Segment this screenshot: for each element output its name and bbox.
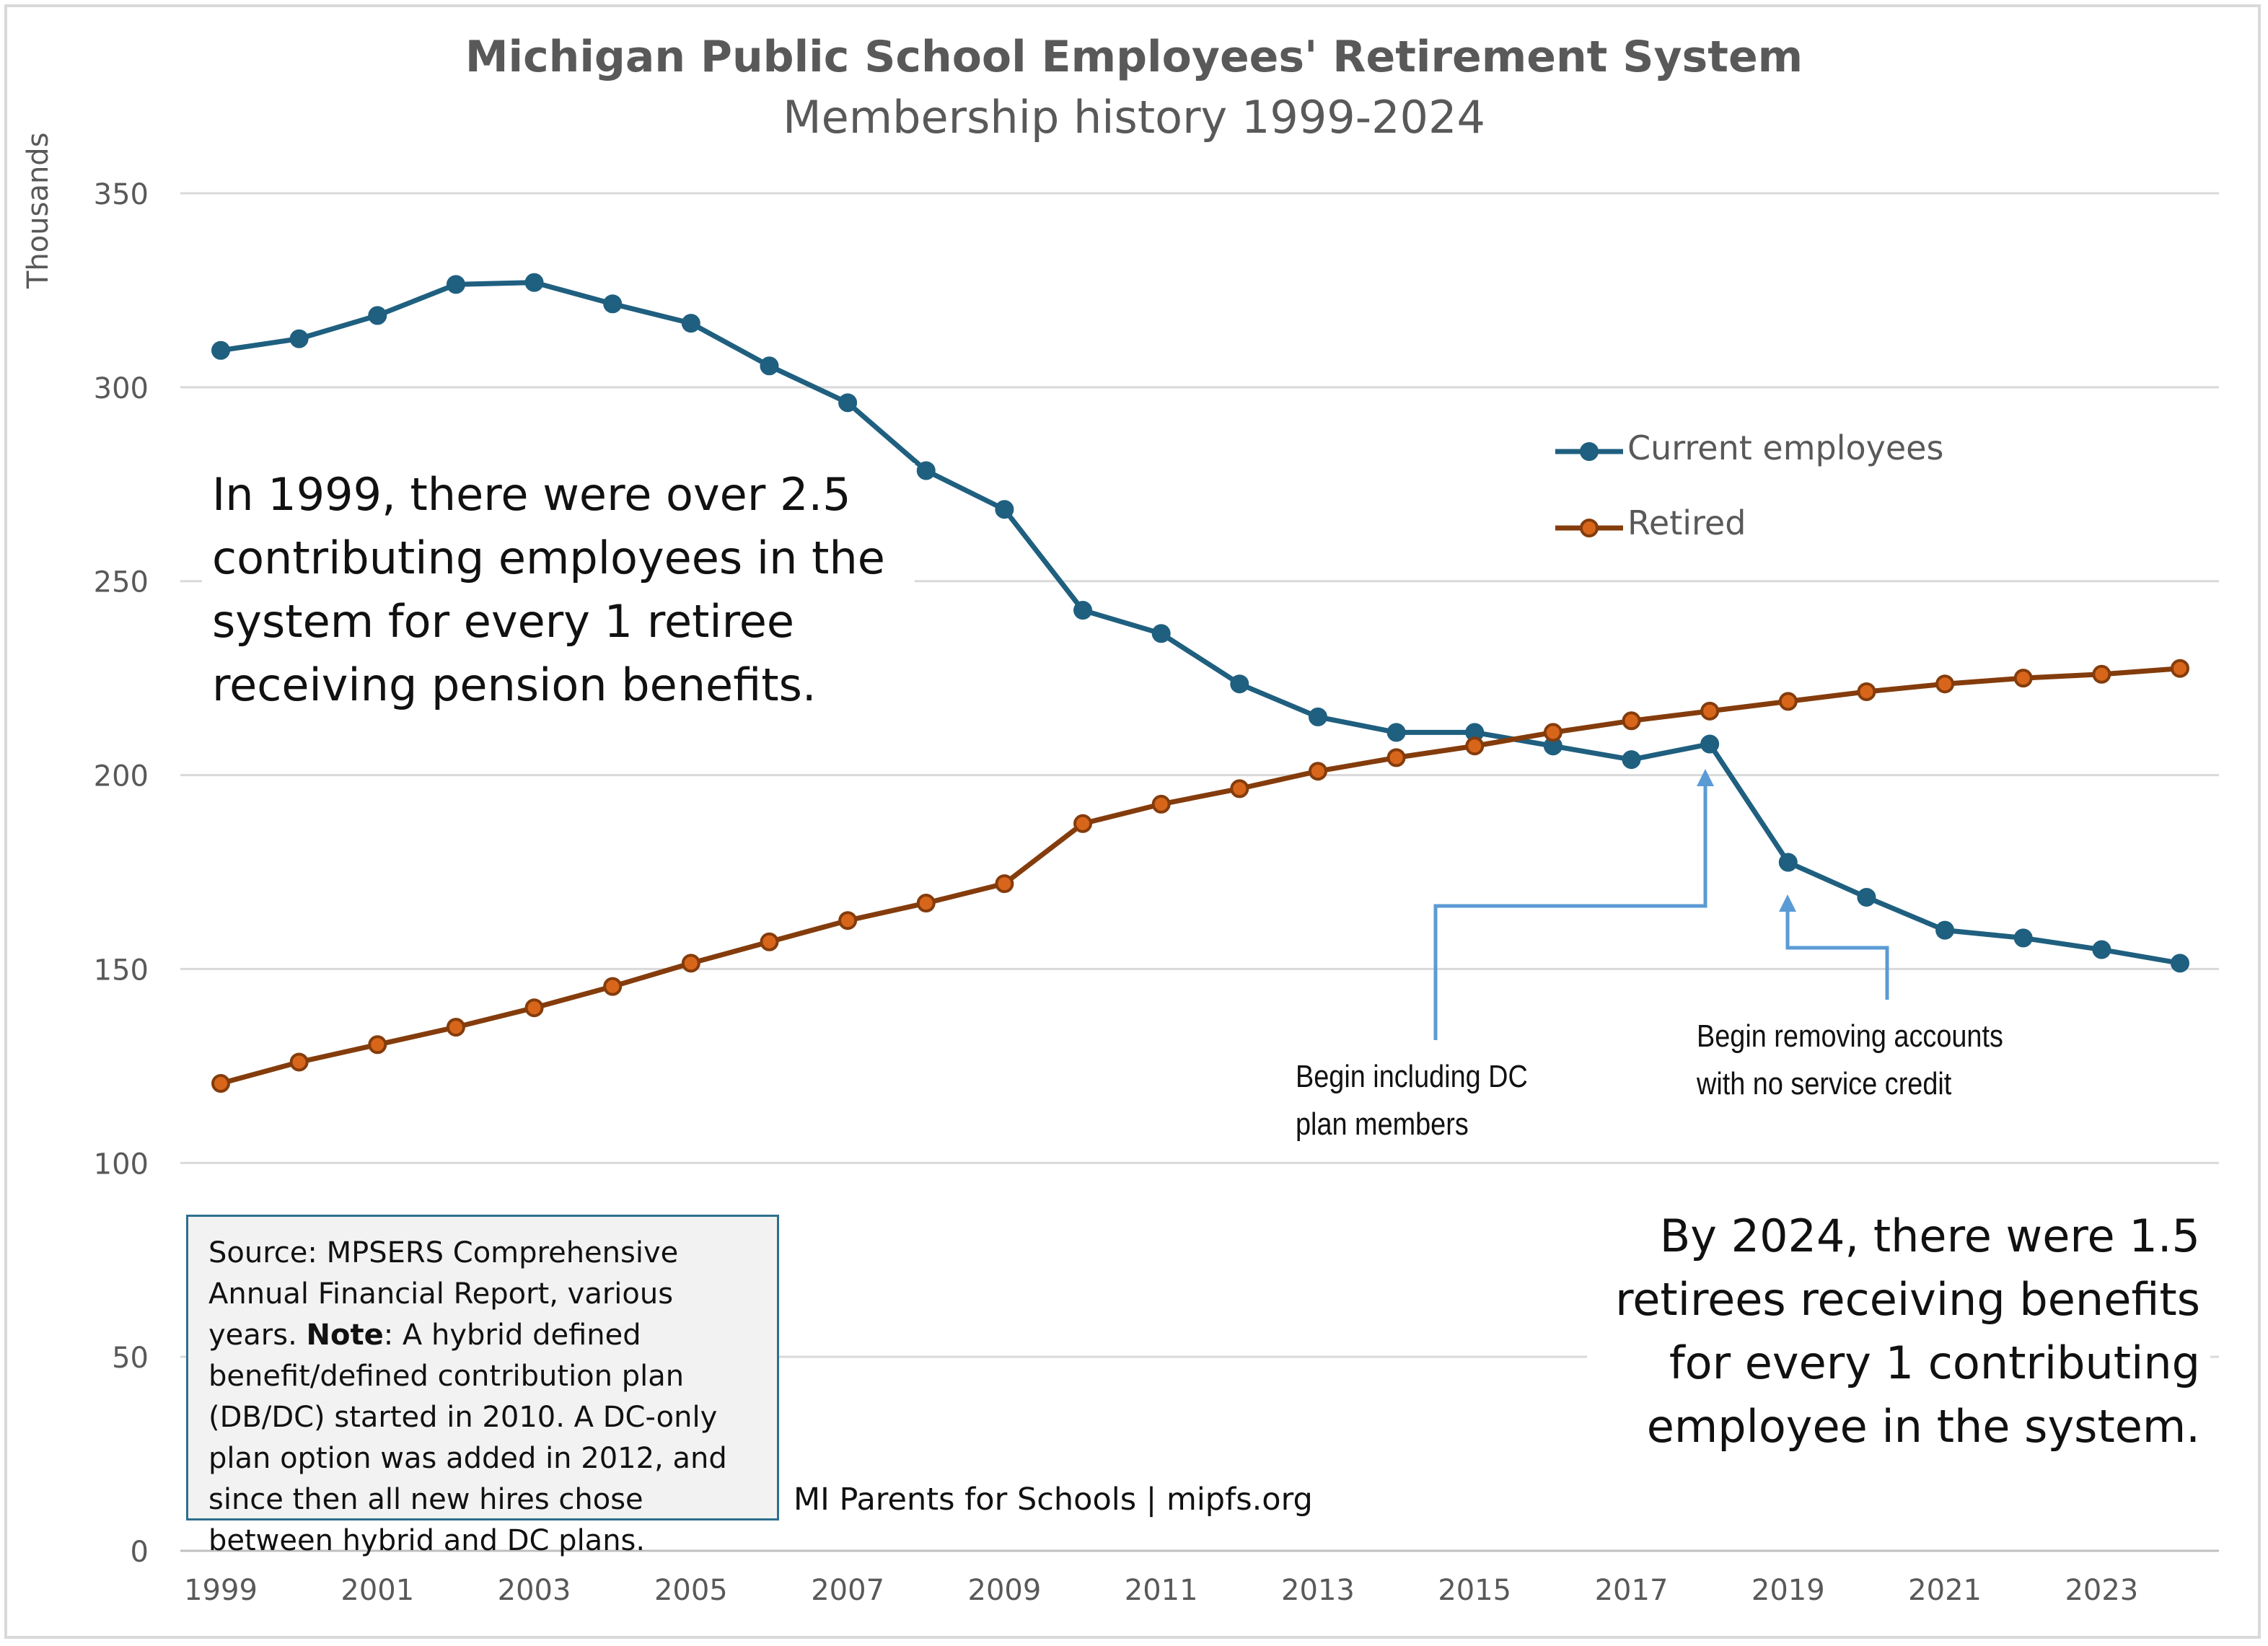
data-point-current-employees xyxy=(1622,750,1641,770)
data-point-current-employees xyxy=(681,314,700,333)
data-point-retired xyxy=(2013,669,2033,688)
data-point-retired xyxy=(2092,664,2111,684)
chart-title: Michigan Public School Employees' Retire… xyxy=(465,32,1803,82)
data-point-current-employees xyxy=(1073,601,1093,620)
data-point-current-employees xyxy=(760,356,779,376)
data-point-retired xyxy=(1073,814,1093,833)
data-point-current-employees xyxy=(368,306,387,325)
y-tick-label: 300 xyxy=(94,372,149,405)
annotation-2024: By 2024, there were 1.5 retirees receivi… xyxy=(1587,1205,2210,1458)
callout-arrowhead-removing xyxy=(1779,894,1796,912)
data-point-retired xyxy=(368,1035,387,1055)
data-point-current-employees xyxy=(1700,734,1720,754)
data-point-retired xyxy=(1386,748,1406,767)
series-line-retired xyxy=(220,666,2181,1086)
y-tick-label: 50 xyxy=(112,1342,149,1375)
callout-arrow-removing xyxy=(1785,906,1889,1000)
y-tick-label: 100 xyxy=(94,1148,149,1181)
y-tick-label: 250 xyxy=(94,566,149,599)
data-point-retired xyxy=(1308,762,1327,781)
note-label: Note xyxy=(306,1319,384,1352)
data-point-retired xyxy=(1230,779,1249,798)
callout-arrow-dc xyxy=(1433,780,1707,1040)
x-tick-label: 2023 xyxy=(2065,1574,2138,1607)
data-point-retired xyxy=(603,977,623,996)
data-point-retired xyxy=(1857,682,1876,701)
series-line-current-employees xyxy=(220,280,2181,966)
data-point-retired xyxy=(1700,701,1720,721)
data-point-current-employees xyxy=(1386,723,1406,742)
data-point-current-employees xyxy=(838,393,858,413)
x-tick-label: 2019 xyxy=(1751,1574,1825,1607)
note-text: : A hybrid defined benefit/defined contr… xyxy=(208,1319,727,1557)
y-tick-label: 200 xyxy=(94,760,149,793)
data-point-retired xyxy=(1465,736,1485,756)
data-point-current-employees xyxy=(2013,928,2033,948)
data-point-retired xyxy=(289,1052,309,1072)
y-tick-label: 0 xyxy=(131,1536,149,1569)
data-point-retired xyxy=(2171,659,2189,678)
data-point-retired xyxy=(211,1074,230,1093)
data-point-retired xyxy=(916,894,936,913)
x-tick-label: 2021 xyxy=(1908,1574,1982,1607)
source-text: Source: MPSERS Comprehensive Annual Fina… xyxy=(208,1236,679,1352)
data-point-retired xyxy=(1622,711,1641,731)
data-point-current-employees xyxy=(2171,954,2189,973)
x-tick-label: 2013 xyxy=(1281,1574,1355,1607)
data-point-current-employees xyxy=(211,340,230,360)
data-point-retired xyxy=(760,932,779,951)
x-tick-label: 2001 xyxy=(340,1574,414,1607)
x-tick-label: 2005 xyxy=(654,1574,728,1607)
callout-arrowhead-dc xyxy=(1697,769,1714,786)
source-note-box: Source: MPSERS Comprehensive Annual Fina… xyxy=(186,1215,779,1557)
data-point-retired xyxy=(838,911,858,930)
x-tick-label: 2015 xyxy=(1438,1574,1511,1607)
data-point-current-employees xyxy=(289,329,309,348)
data-point-retired xyxy=(995,874,1014,894)
callout-removing-accounts: Begin removing accounts with no service … xyxy=(1697,1018,2003,1101)
x-tick-label: 2009 xyxy=(968,1574,1042,1607)
x-tick-label: 1999 xyxy=(184,1574,258,1607)
data-point-current-employees xyxy=(1308,707,1327,726)
data-point-retired xyxy=(1935,674,1955,694)
x-tick-label: 2011 xyxy=(1125,1574,1198,1607)
data-point-current-employees xyxy=(2092,940,2111,959)
data-point-current-employees xyxy=(1857,887,1876,907)
legend-label-current: Current employees xyxy=(1627,428,1944,467)
data-point-current-employees xyxy=(524,273,544,292)
y-tick-label: 350 xyxy=(94,178,149,211)
data-point-retired xyxy=(681,954,700,973)
x-tick-label: 2003 xyxy=(498,1574,571,1607)
y-axis-label: Thousands xyxy=(22,132,55,289)
annotation-1999: In 1999, there were over 2.5 contributin… xyxy=(202,463,915,717)
data-point-current-employees xyxy=(995,500,1014,519)
data-point-retired xyxy=(1543,723,1562,742)
data-point-current-employees xyxy=(1151,624,1171,643)
data-point-retired xyxy=(446,1018,465,1037)
data-point-current-employees xyxy=(1778,853,1798,872)
y-tick-label: 150 xyxy=(94,954,149,987)
data-point-current-employees xyxy=(603,294,623,314)
data-point-current-employees xyxy=(916,461,936,480)
legend-label-retired: Retired xyxy=(1627,503,1746,542)
data-point-current-employees xyxy=(1230,674,1249,694)
data-point-current-employees xyxy=(1935,920,1955,940)
x-tick-label: 2017 xyxy=(1595,1574,1669,1607)
legend-marker-retired xyxy=(1580,519,1599,537)
data-point-retired xyxy=(1778,692,1798,711)
callout-dc-members: Begin including DC plan members xyxy=(1296,1059,1528,1142)
data-point-retired xyxy=(1151,794,1171,814)
chart-subtitle: Membership history 1999-2024 xyxy=(783,91,1485,144)
data-point-retired xyxy=(524,998,544,1018)
credit-line: MI Parents for Schools | mipfs.org xyxy=(794,1482,1313,1518)
data-point-current-employees xyxy=(446,275,465,294)
legend-marker-current-employees xyxy=(1580,442,1599,461)
x-tick-label: 2007 xyxy=(811,1574,884,1607)
